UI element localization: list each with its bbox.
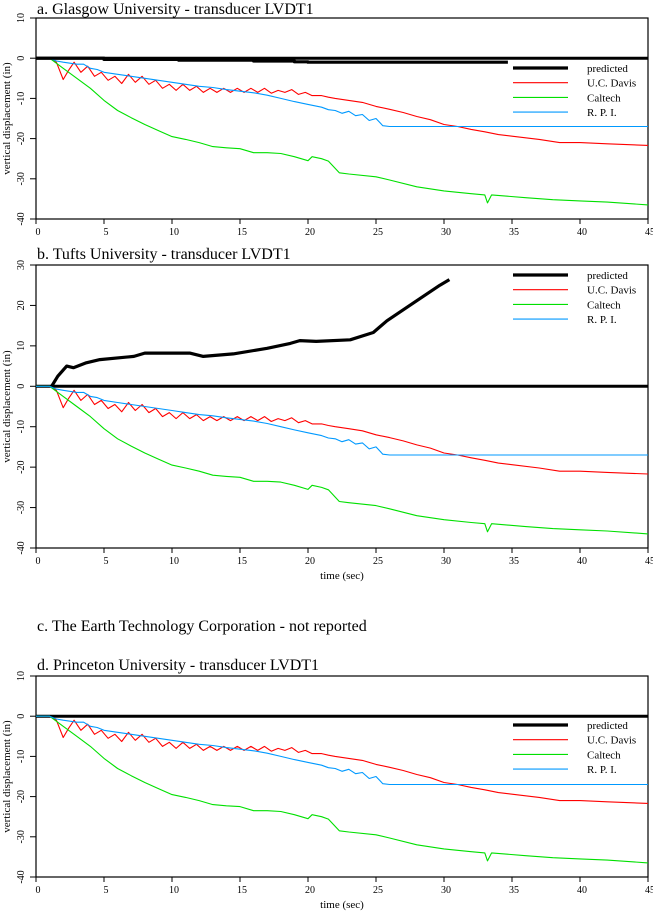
y-axis-label: vertical displacement (in) xyxy=(1,62,13,175)
series-line-caltech xyxy=(36,57,649,206)
x-tick-label: 5 xyxy=(104,556,109,567)
y-tick-label: -10 xyxy=(16,92,27,105)
x-tick-label: 20 xyxy=(305,885,315,896)
series-line-predicted xyxy=(50,278,451,388)
y-tick-label: -40 xyxy=(16,541,27,554)
series-line-predicted xyxy=(36,56,508,64)
series-line-r-p-i xyxy=(36,715,648,786)
legend-label: U.C. Davis xyxy=(587,78,636,90)
chart-2: d. Princeton University - transducer LVD… xyxy=(1,657,653,911)
chart-title: a. Glasgow University - transducer LVDT1 xyxy=(37,1,314,18)
legend-label: predicted xyxy=(587,720,628,732)
x-tick-label: 35 xyxy=(509,885,519,896)
legend: predicted U.C. Davis Caltech R. P. I. xyxy=(513,63,636,119)
x-tick-label: 0 xyxy=(36,227,41,238)
legend-label: R. P. I. xyxy=(587,314,617,326)
series-line-caltech xyxy=(36,385,649,535)
plot-frame xyxy=(35,264,649,549)
y-tick-label: 0 xyxy=(16,714,27,719)
series-line-r-p-i xyxy=(36,385,648,456)
x-tick-label: 15 xyxy=(237,227,247,238)
x-tick-label: 45 xyxy=(645,885,653,896)
x-tick-label: 25 xyxy=(373,885,383,896)
chart-1: b. Tufts University - transducer LVDT1 30… xyxy=(1,246,653,582)
legend-label: Caltech xyxy=(587,299,621,311)
x-tick-label: 30 xyxy=(441,227,451,238)
x-axis-label: time (sec) xyxy=(320,570,364,582)
legend: predicted U.C. Davis Caltech R. P. I. xyxy=(513,720,636,776)
legend-label: U.C. Davis xyxy=(587,285,636,297)
x-tick-label: 15 xyxy=(237,556,247,567)
legend-label: U.C. Davis xyxy=(587,735,636,747)
series-line-r-p-i xyxy=(36,57,648,128)
x-tick-label: 40 xyxy=(577,885,587,896)
x-tick-label: 45 xyxy=(645,227,653,238)
y-tick-label: -40 xyxy=(16,870,27,883)
y-tick-label: -10 xyxy=(16,750,27,763)
legend-label: R. P. I. xyxy=(587,764,617,776)
x-tick-label: 5 xyxy=(104,885,109,896)
y-axis-label: vertical displacement (in) xyxy=(1,720,13,833)
chart-0: a. Glasgow University - transducer LVDT1… xyxy=(1,1,653,238)
x-tick-label: 35 xyxy=(509,556,519,567)
x-tick-label: 40 xyxy=(577,556,587,567)
x-tick-label: 10 xyxy=(169,556,179,567)
series-line-u-c-davis xyxy=(36,715,649,804)
y-tick-label: -20 xyxy=(16,132,27,145)
x-tick-label: 15 xyxy=(237,885,247,896)
y-tick-label: 30 xyxy=(16,260,27,270)
x-tick-label: 40 xyxy=(577,227,587,238)
x-tick-label: 10 xyxy=(169,227,179,238)
chart-title: d. Princeton University - transducer LVD… xyxy=(37,657,319,674)
legend: predicted U.C. Davis Caltech R. P. I. xyxy=(513,270,636,326)
y-tick-label: -30 xyxy=(16,172,27,185)
x-tick-label: 20 xyxy=(305,556,315,567)
x-tick-label: 25 xyxy=(373,556,383,567)
series-line-caltech xyxy=(36,715,649,864)
y-tick-label: -20 xyxy=(16,790,27,803)
x-tick-label: 5 xyxy=(104,227,109,238)
x-tick-label: 35 xyxy=(509,227,519,238)
x-tick-label: 25 xyxy=(373,227,383,238)
y-tick-label: 10 xyxy=(16,13,27,23)
x-tick-label: 20 xyxy=(305,227,315,238)
legend-label: R. P. I. xyxy=(587,107,617,119)
y-tick-label: 20 xyxy=(16,300,27,310)
y-axis-label: vertical displacement (in) xyxy=(1,350,13,463)
legend-label: predicted xyxy=(587,270,628,282)
y-tick-label: -10 xyxy=(16,420,27,433)
y-tick-label: 0 xyxy=(16,56,27,61)
chart-title: b. Tufts University - transducer LVDT1 xyxy=(37,246,291,263)
y-tick-label: -20 xyxy=(16,460,27,473)
y-tick-label: 10 xyxy=(16,341,27,351)
series-line-u-c-davis xyxy=(36,57,649,146)
legend-label: Caltech xyxy=(587,749,621,761)
x-tick-label: 0 xyxy=(36,885,41,896)
x-tick-label: 30 xyxy=(441,556,451,567)
x-tick-label: 10 xyxy=(169,885,179,896)
x-axis-label: time (sec) xyxy=(320,899,364,911)
y-tick-label: -30 xyxy=(16,830,27,843)
y-tick-label: -30 xyxy=(16,501,27,514)
x-tick-label: 30 xyxy=(441,885,451,896)
legend-label: Caltech xyxy=(587,92,621,104)
y-tick-label: 0 xyxy=(16,384,27,389)
legend-label: predicted xyxy=(587,63,628,75)
x-tick-label: 0 xyxy=(36,556,41,567)
plot-frame xyxy=(35,17,649,220)
series-line-u-c-davis xyxy=(36,385,649,475)
y-tick-label: -40 xyxy=(16,212,27,225)
x-tick-label: 45 xyxy=(645,556,653,567)
y-tick-label: 10 xyxy=(16,671,27,681)
plot-frame xyxy=(35,675,649,878)
panel-c-title: c. The Earth Technology Corporation - no… xyxy=(37,618,367,635)
